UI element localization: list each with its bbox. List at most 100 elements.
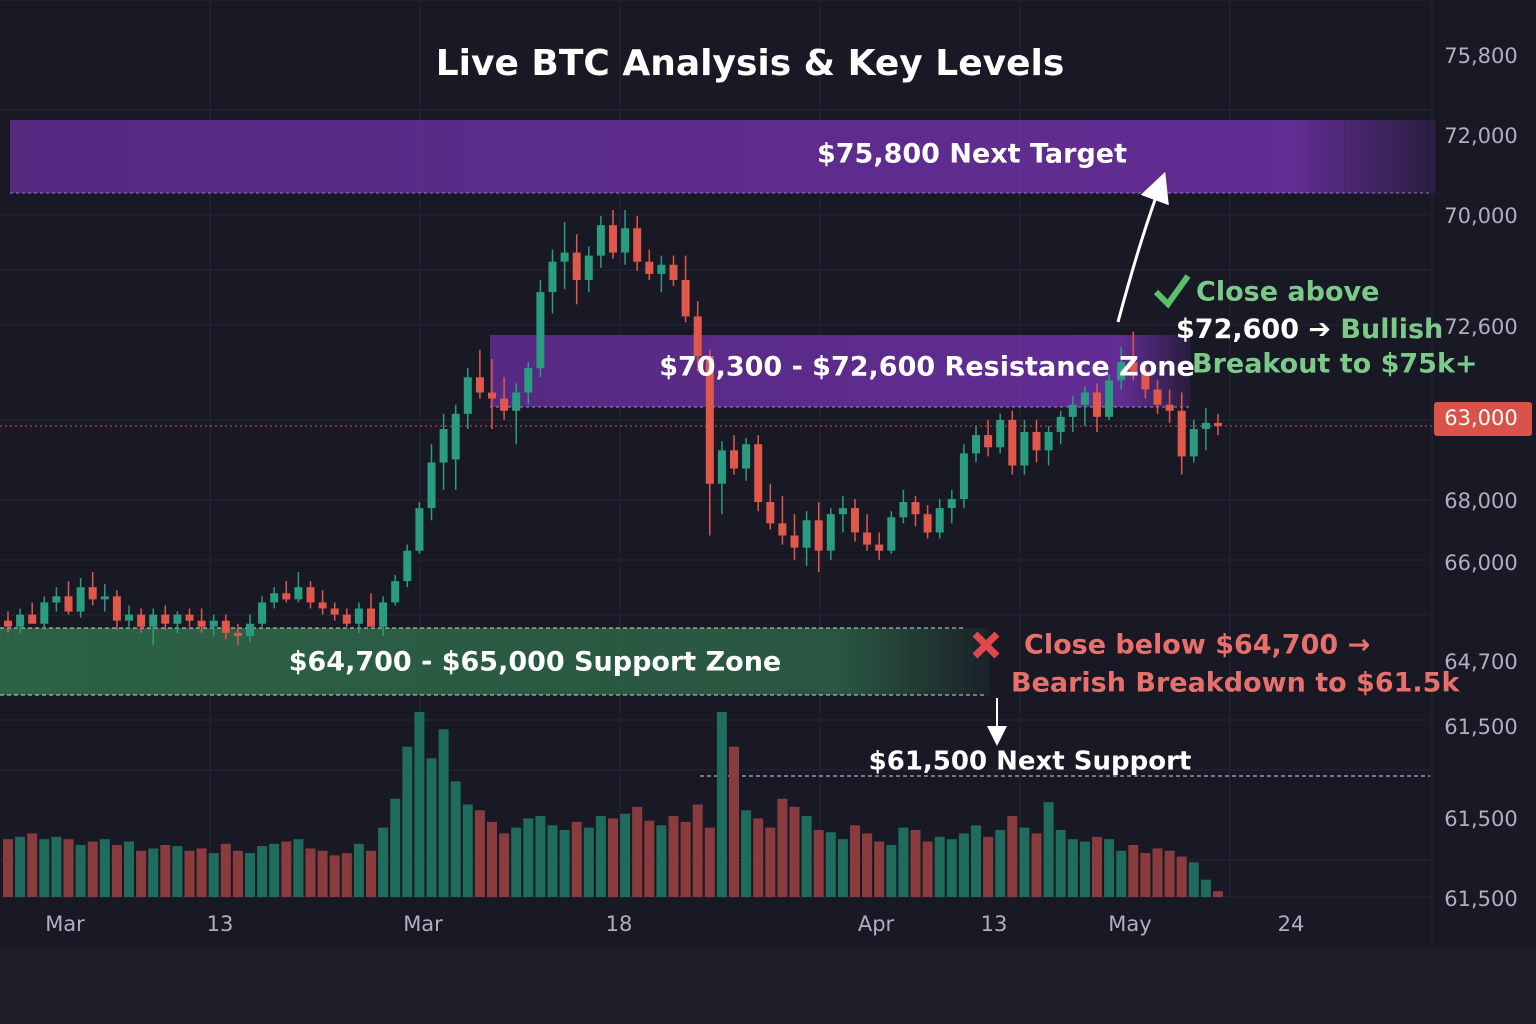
candle-body <box>100 596 109 600</box>
candle-body <box>536 292 545 369</box>
volume-bar <box>971 825 981 897</box>
volume-bar <box>862 833 873 897</box>
candle-body <box>584 255 593 280</box>
x-tick-label: Mar <box>403 912 443 936</box>
resistance-label: $70,300 - $72,600 Resistance Zone <box>659 352 1195 383</box>
volume-bar <box>1164 850 1175 897</box>
volume-bar <box>184 850 195 897</box>
candle-body <box>1201 422 1210 430</box>
candle-body <box>137 614 146 627</box>
volume-bar <box>1188 862 1199 897</box>
volume-bar <box>1031 833 1042 897</box>
candle-body <box>1117 362 1126 381</box>
y-tick-label: 61,500 <box>1444 807 1517 831</box>
candle-body <box>802 520 811 548</box>
volume-bar <box>1176 856 1187 897</box>
volume-bar <box>499 833 510 897</box>
volume-bar <box>523 818 534 897</box>
candle-body <box>754 444 763 503</box>
volume-bar <box>898 827 909 897</box>
bull-note: Close above <box>1196 277 1379 308</box>
bear-note: Close below $64,700 → <box>1024 630 1370 661</box>
candle-body <box>40 602 49 624</box>
volume-bar <box>257 846 268 897</box>
bull-arrow <box>1116 171 1169 323</box>
candle-body <box>863 532 872 545</box>
candle-body <box>173 614 182 624</box>
volume-bar <box>208 853 219 897</box>
volume-bar <box>1092 836 1102 897</box>
volume-bar <box>741 810 752 897</box>
volume-bar <box>136 850 147 897</box>
candle-body <box>354 608 363 624</box>
volume-bar <box>51 836 62 897</box>
volume-bar <box>111 844 122 897</box>
candle-body <box>391 581 400 603</box>
candle-body <box>294 587 303 600</box>
volume-bar <box>1152 848 1163 897</box>
volume-bar <box>329 855 340 897</box>
volume-bar <box>910 829 921 897</box>
candle-body <box>1056 416 1065 433</box>
volume-bar <box>608 818 618 897</box>
bull-note-word: Bullish <box>1340 314 1443 345</box>
candle-body <box>1032 432 1041 451</box>
candle-body <box>875 544 884 551</box>
volume-bar <box>27 833 38 897</box>
volume-bar <box>378 827 389 897</box>
candle-body <box>1189 429 1198 457</box>
candle-body <box>693 316 702 357</box>
volume-bar <box>474 810 485 897</box>
volume-bar <box>232 850 243 897</box>
candle-body <box>379 602 388 627</box>
candle-body <box>669 264 678 280</box>
volume-bar <box>922 841 933 897</box>
candle-body <box>1129 362 1138 372</box>
volume-bar <box>39 839 50 897</box>
volume-bar <box>414 712 425 897</box>
candle-body <box>596 225 605 256</box>
volume-bar <box>1055 829 1066 897</box>
volume-bar <box>462 804 473 897</box>
y-tick-label: 66,000 <box>1444 551 1517 575</box>
volume-bar <box>886 844 897 897</box>
volume-bar <box>535 816 546 897</box>
volume-bar <box>1007 816 1018 897</box>
target-zone <box>10 120 1436 193</box>
candle-body <box>4 620 12 627</box>
volume-bar <box>99 839 110 897</box>
candle-body <box>1153 389 1162 405</box>
volume-bar <box>366 850 376 897</box>
y-tick-label: 63,000 <box>1444 406 1517 430</box>
volume-bar <box>148 848 159 897</box>
candle-body <box>984 435 993 448</box>
x-tick-label: Mar <box>45 912 85 936</box>
volume-bar <box>75 844 86 897</box>
volume-bar <box>583 827 594 897</box>
candle-body <box>161 614 170 624</box>
candle-body <box>1093 392 1101 417</box>
candle-body <box>149 614 158 627</box>
volume-bar <box>305 848 316 897</box>
candle-body <box>233 632 242 636</box>
candle-body <box>306 587 315 603</box>
y-tick-label: 68,000 <box>1444 489 1517 513</box>
candle-body <box>463 377 472 414</box>
volume-bar <box>801 816 812 897</box>
volume-bar <box>1079 841 1090 897</box>
volume-bar <box>825 832 836 897</box>
support-zone <box>0 628 990 695</box>
candle-body <box>778 523 787 536</box>
volume-bar <box>716 712 727 897</box>
x-tick-label: May <box>1108 912 1151 936</box>
volume-bar <box>934 836 945 897</box>
y-tick-label: 75,800 <box>1444 44 1517 68</box>
volume-bar <box>837 839 848 897</box>
check-icon <box>1153 274 1191 309</box>
candle-body <box>996 419 1005 448</box>
candles <box>0 210 1432 645</box>
volume-bar <box>946 839 957 897</box>
x-tick-label: 13 <box>981 912 1008 936</box>
volume-bar <box>172 846 183 897</box>
